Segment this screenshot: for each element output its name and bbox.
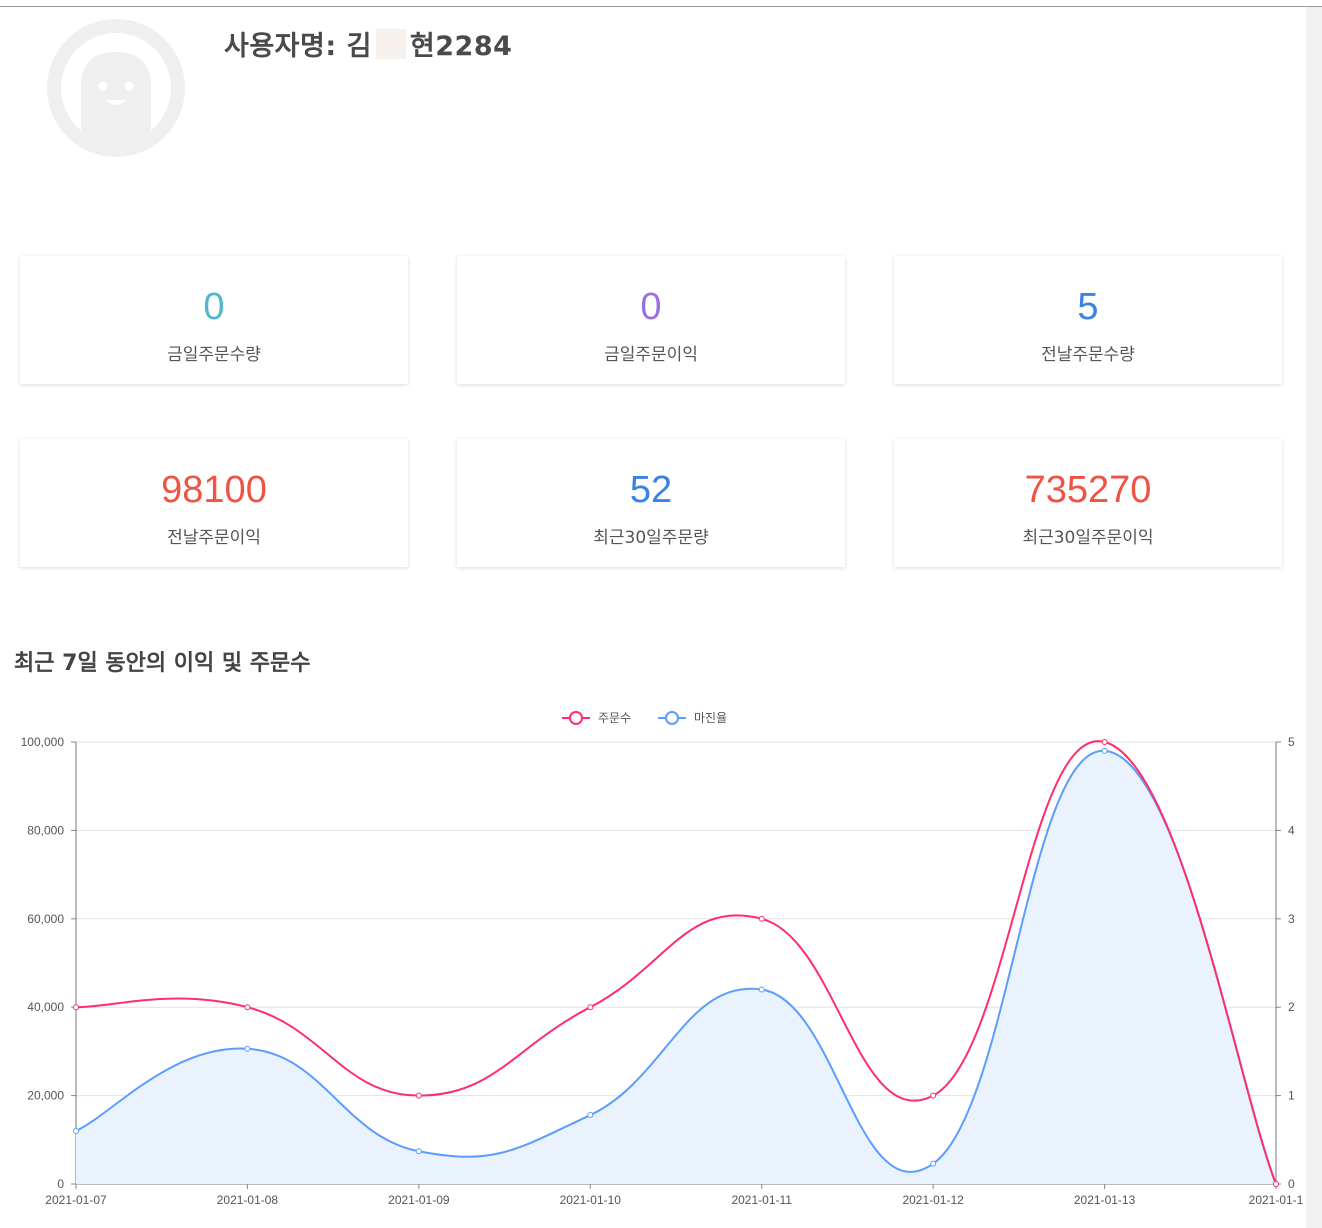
y-tick-label-right: 1 <box>1288 1089 1295 1103</box>
y-tick-label-left: 20,000 <box>27 1089 64 1103</box>
legend-label-margin: 마진율 <box>694 711 727 725</box>
legend-marker-margin <box>665 711 679 725</box>
data-point-orders <box>1273 1181 1279 1187</box>
data-point-margin <box>73 1127 79 1134</box>
y-tick-label-right: 5 <box>1288 735 1295 749</box>
x-tick-label: 2021-01-07 <box>45 1193 107 1207</box>
data-point-orders <box>930 1092 937 1099</box>
stat-label: 전날주문수량 <box>1041 345 1135 365</box>
data-point-orders <box>587 1004 594 1011</box>
x-tick-label: 2021-01-13 <box>1074 1193 1136 1207</box>
data-point-orders <box>1101 739 1108 745</box>
stat-value: 5 <box>1077 286 1099 328</box>
chart-section-title: 최근 7일 동안의 이익 및 주문수 <box>14 651 311 676</box>
data-point-orders <box>244 1004 251 1011</box>
username-label: 사용자명: <box>224 31 337 62</box>
profit-orders-chart: 0 0 20,000 1 40,000 2 60,000 3 80,000 4 100,000 5 20… <box>21 711 1304 1207</box>
stat-label: 금일주문수량 <box>167 345 261 365</box>
x-tick-label: 2021-01-11 <box>731 1193 792 1207</box>
stat-card-today-profit: 0 금일주문이익 <box>457 256 845 384</box>
data-point-margin <box>415 1148 422 1155</box>
data-point-orders <box>73 1004 79 1011</box>
stat-label: 최근30일주문이익 <box>1022 528 1154 548</box>
data-point-orders <box>758 915 765 922</box>
username-first: 김 <box>346 31 372 62</box>
legend-label-orders: 주문수 <box>598 711 631 725</box>
stat-card-30day-orders: 52 최근30일주문량 <box>457 439 845 567</box>
data-point-margin <box>244 1045 251 1052</box>
window-top-border <box>0 0 1322 7</box>
avatar-icon <box>47 19 185 157</box>
stat-label: 금일주문이익 <box>604 345 698 365</box>
y-tick-label-right: 3 <box>1288 912 1295 926</box>
stat-card-yesterday-profit: 98100 전날주문이익 <box>20 439 408 567</box>
y-tick-label-left: 60,000 <box>27 912 64 926</box>
y-tick-label-left: 40,000 <box>27 1000 64 1014</box>
stat-value: 52 <box>629 469 673 511</box>
vertical-scrollbar[interactable] <box>1306 7 1322 1228</box>
stat-value: 0 <box>640 286 662 328</box>
x-tick-label: 2021-01-09 <box>388 1193 450 1207</box>
stat-card-yesterday-orders: 5 전날주문수량 <box>894 256 1282 384</box>
x-tick-label: 2021-01-10 <box>560 1193 622 1207</box>
legend-marker-orders <box>569 711 583 725</box>
stat-label: 최근30일주문량 <box>593 528 709 548</box>
redaction-mask <box>375 29 406 59</box>
x-tick-label: 2021-01-1 <box>1249 1193 1304 1207</box>
y-tick-label-left: 0 <box>57 1177 64 1191</box>
series-area-margin <box>76 750 1276 1184</box>
stat-value: 0 <box>203 286 225 328</box>
data-point-margin <box>1101 747 1108 754</box>
username-heading: 사용자명: 김 현2284 <box>224 24 512 63</box>
stat-label: 전날주문이익 <box>167 528 261 548</box>
y-tick-label-left: 80,000 <box>27 823 64 837</box>
y-tick-label-left: 100,000 <box>21 735 65 749</box>
stat-value: 98100 <box>161 469 267 511</box>
data-point-margin <box>587 1112 594 1119</box>
data-point-margin <box>930 1160 937 1167</box>
y-tick-label-right: 4 <box>1288 823 1295 837</box>
y-tick-label-right: 0 <box>1288 1177 1295 1191</box>
username-rest: 현2284 <box>409 31 513 62</box>
stat-card-30day-profit: 735270 최근30일주문이익 <box>894 439 1282 567</box>
y-tick-label-right: 2 <box>1288 1000 1295 1014</box>
stat-card-today-orders: 0 금일주문수량 <box>20 256 408 384</box>
x-tick-label: 2021-01-12 <box>902 1193 964 1207</box>
x-tick-label: 2021-01-08 <box>217 1193 279 1207</box>
data-point-margin <box>758 986 765 993</box>
stat-value: 735270 <box>1024 469 1152 511</box>
data-point-orders <box>415 1092 422 1099</box>
